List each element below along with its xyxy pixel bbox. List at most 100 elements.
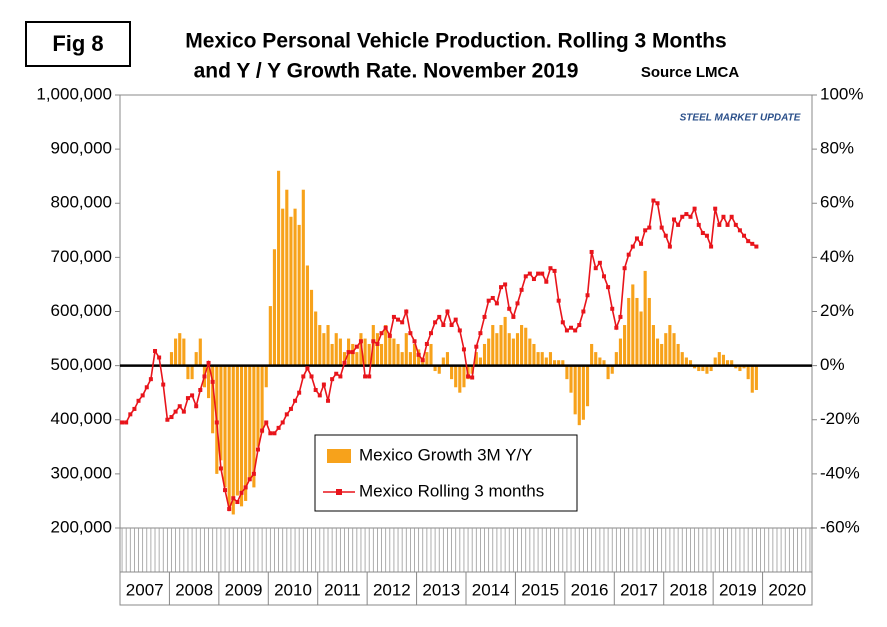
bar [309, 289, 314, 366]
point [326, 398, 331, 403]
point [280, 420, 285, 425]
bar [540, 352, 544, 366]
bar [379, 343, 384, 366]
point [260, 428, 265, 433]
point [618, 314, 623, 319]
bar [697, 365, 701, 372]
bar [458, 365, 462, 393]
bar [577, 365, 581, 426]
point [729, 214, 734, 219]
bar [182, 338, 186, 366]
bar [408, 352, 412, 366]
point [387, 333, 392, 338]
point [408, 331, 413, 336]
bar [557, 360, 561, 366]
point [486, 298, 491, 303]
bar [742, 365, 746, 369]
point [503, 282, 508, 287]
point [659, 225, 664, 230]
point [264, 420, 269, 425]
bar [614, 352, 618, 366]
point [457, 328, 462, 333]
bar [482, 343, 487, 366]
point [688, 214, 693, 219]
bar [746, 365, 750, 380]
bar [322, 333, 326, 366]
bar [454, 365, 458, 388]
bar [297, 224, 301, 366]
point [424, 341, 429, 346]
bar [705, 365, 709, 374]
bar [713, 357, 717, 366]
point [733, 222, 738, 227]
bar [186, 365, 190, 380]
x-tick-label: 2009 [225, 580, 263, 599]
point [692, 206, 697, 211]
point [346, 350, 351, 355]
bar [717, 352, 721, 366]
y-tick-label: 200,000 [51, 517, 112, 536]
bar [388, 333, 392, 366]
point [309, 374, 314, 379]
bar [688, 360, 693, 366]
bar [198, 338, 202, 366]
point [556, 298, 561, 303]
point [338, 374, 343, 379]
point [437, 314, 442, 319]
x-tick-label: 2010 [274, 580, 312, 599]
point [400, 320, 405, 325]
bar [384, 325, 388, 366]
point [227, 507, 232, 512]
bar [631, 284, 635, 366]
x-tick-label: 2013 [422, 580, 460, 599]
point [288, 406, 293, 411]
point [317, 393, 322, 398]
bar [231, 365, 235, 515]
point [367, 374, 372, 379]
bar [400, 352, 404, 366]
point [272, 431, 277, 436]
point [490, 295, 495, 300]
bar [404, 333, 408, 366]
bar [338, 338, 342, 366]
point [737, 228, 742, 233]
bar [552, 360, 557, 366]
point [610, 306, 615, 311]
point [507, 306, 512, 311]
point [363, 374, 368, 379]
point [544, 279, 549, 284]
point [132, 406, 137, 411]
bar [598, 357, 602, 366]
bar [655, 338, 660, 366]
point [206, 360, 211, 365]
point [342, 360, 347, 365]
point [173, 409, 178, 414]
point [482, 314, 487, 319]
fig-box [25, 21, 131, 67]
point [181, 409, 186, 414]
point [428, 331, 433, 336]
y2-tick-label: 40% [820, 247, 854, 266]
bar [721, 354, 726, 366]
point [284, 412, 289, 417]
point [420, 358, 425, 363]
point [194, 404, 199, 409]
point [597, 260, 602, 265]
point [379, 331, 384, 336]
point [350, 350, 355, 355]
point [511, 314, 516, 319]
bar [672, 333, 676, 366]
bar [511, 338, 515, 366]
point [371, 339, 376, 344]
bar [660, 343, 664, 366]
point [721, 214, 726, 219]
bar [651, 325, 655, 366]
point [293, 398, 298, 403]
bar [573, 365, 577, 415]
bar [462, 365, 466, 388]
bar [314, 311, 318, 366]
point [754, 244, 759, 249]
point [165, 417, 170, 422]
point [449, 323, 454, 328]
